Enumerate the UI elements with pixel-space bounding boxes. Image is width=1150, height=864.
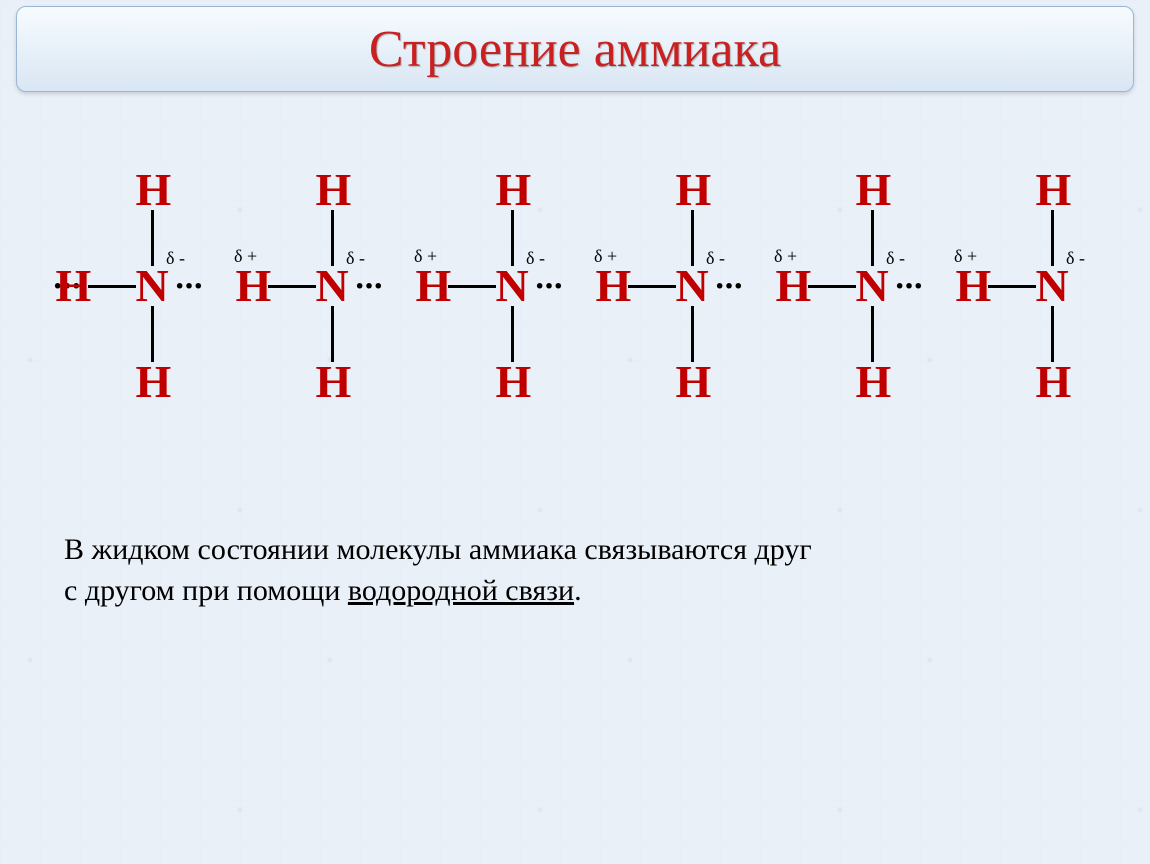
atom-H-left-1: H	[235, 263, 271, 309]
atom-N-1: N	[315, 263, 348, 309]
atom-H-top-5: H	[1035, 167, 1071, 213]
atom-H-bot-0: H	[135, 359, 171, 405]
caption-line2-suffix: .	[574, 574, 582, 607]
atom-H-left-3: H	[595, 263, 631, 309]
bond-HN-4	[808, 285, 856, 288]
hydrogen-bond-diagram: ···HNHHδ -δ +···HNHHδ -δ +···HNHHδ -δ +·…	[16, 134, 1134, 454]
caption-line1-text: В жидком состоянии молекулы аммиака связ…	[64, 533, 812, 566]
hbond-dots-1: ···	[354, 270, 382, 304]
hbond-dots-4: ···	[894, 270, 922, 304]
bond-N-Htop-5	[1051, 210, 1054, 267]
atom-H-left-0: H	[55, 263, 91, 309]
bond-HN-1	[268, 285, 316, 288]
bond-N-Htop-0	[151, 210, 154, 267]
atom-H-bot-3: H	[675, 359, 711, 405]
caption-line2-prefix: с другом при помощи	[64, 574, 348, 607]
bond-N-Htop-3	[691, 210, 694, 267]
atom-H-top-4: H	[855, 167, 891, 213]
atom-H-bot-5: H	[1035, 359, 1071, 405]
caption-text: В жидком состоянии молекулы аммиака связ…	[64, 530, 1086, 611]
atom-N-2: N	[495, 263, 528, 309]
slide-title: Строение аммиака	[369, 20, 781, 79]
delta-minus-3: δ -	[706, 248, 725, 269]
atom-N-0: N	[135, 263, 168, 309]
bond-HN-3	[628, 285, 676, 288]
delta-minus-0: δ -	[166, 248, 185, 269]
bond-HN-0	[88, 285, 136, 288]
delta-minus-5: δ -	[1066, 248, 1085, 269]
atom-H-left-2: H	[415, 263, 451, 309]
bond-N-Hbot-4	[871, 306, 874, 363]
atom-H-top-1: H	[315, 167, 351, 213]
atom-H-top-0: H	[135, 167, 171, 213]
atom-H-left-4: H	[775, 263, 811, 309]
delta-minus-1: δ -	[346, 248, 365, 269]
title-band: Строение аммиака	[16, 6, 1134, 92]
bond-N-Hbot-0	[151, 306, 154, 363]
atom-H-bot-4: H	[855, 359, 891, 405]
hbond-dots-0: ···	[174, 270, 202, 304]
atom-H-top-3: H	[675, 167, 711, 213]
bond-HN-5	[988, 285, 1036, 288]
hbond-dots-3: ···	[714, 270, 742, 304]
slide: Строение аммиака ···HNHHδ -δ +···HNHHδ -…	[0, 0, 1150, 864]
delta-minus-4: δ -	[886, 248, 905, 269]
atom-H-left-5: H	[955, 263, 991, 309]
bond-HN-2	[448, 285, 496, 288]
bond-N-Hbot-5	[1051, 306, 1054, 363]
atom-N-5: N	[1035, 263, 1068, 309]
caption-line-1: В жидком состоянии молекулы аммиака связ…	[64, 530, 1086, 571]
atom-N-3: N	[675, 263, 708, 309]
caption-underlined: водородной связи	[348, 574, 574, 607]
bond-N-Htop-1	[331, 210, 334, 267]
bond-N-Hbot-1	[331, 306, 334, 363]
caption-line-2: с другом при помощи водородной связи.	[64, 571, 1086, 612]
bond-N-Htop-4	[871, 210, 874, 267]
atom-H-top-2: H	[495, 167, 531, 213]
atom-H-bot-2: H	[495, 359, 531, 405]
atom-H-bot-1: H	[315, 359, 351, 405]
content-area: ···HNHHδ -δ +···HNHHδ -δ +···HNHHδ -δ +·…	[16, 100, 1134, 850]
bond-N-Htop-2	[511, 210, 514, 267]
delta-minus-2: δ -	[526, 248, 545, 269]
bond-N-Hbot-3	[691, 306, 694, 363]
bond-N-Hbot-2	[511, 306, 514, 363]
hbond-dots-2: ···	[534, 270, 562, 304]
atom-N-4: N	[855, 263, 888, 309]
